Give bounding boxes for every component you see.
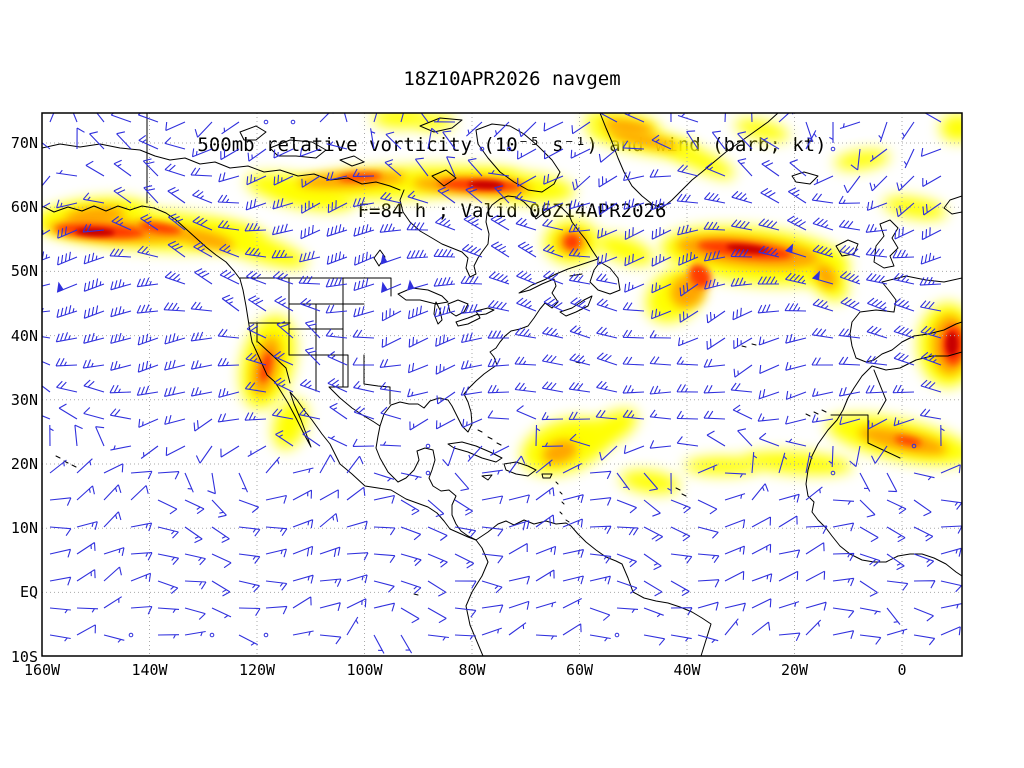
- lat-label-50N: 50N: [10, 262, 38, 281]
- coastline-caribbean-islands: [447, 441, 553, 481]
- lat-label-40N: 40N: [10, 326, 38, 345]
- lat-label-60N: 60N: [10, 198, 38, 217]
- coastline-newfoundland: [559, 261, 621, 317]
- map-frame: [41, 112, 963, 657]
- lon-label-0: 0: [897, 661, 907, 679]
- africa-borders: [830, 369, 901, 459]
- lon-label-60W: 60W: [565, 661, 594, 679]
- us-state-borders: [239, 277, 392, 427]
- lat-label-EQ: EQ: [19, 583, 38, 602]
- lon-label-120W: 120W: [238, 661, 276, 679]
- small-islands: [55, 343, 827, 596]
- lon-label-100W: 100W: [346, 661, 383, 679]
- coastline-greenland: [599, 113, 779, 209]
- coastline-south-america: [475, 519, 712, 656]
- coastline-gulf-atlantic: [375, 189, 599, 483]
- lon-label-140W: 140W: [131, 661, 168, 679]
- coastline-pacific: [42, 205, 489, 656]
- arctic-islands: [239, 117, 561, 193]
- lat-label-20N: 20N: [10, 455, 38, 473]
- coastline-arctic: [42, 143, 401, 191]
- lon-label-20W: 20W: [780, 661, 809, 679]
- lon-label-40W: 40W: [673, 661, 701, 679]
- wind-barbs: [42, 113, 962, 654]
- coastline-yucatan-caribbean: [397, 447, 477, 541]
- lon-label-80W: 80W: [458, 661, 486, 679]
- lat-label-10S: 10S: [10, 647, 38, 666]
- great-lakes: [373, 249, 495, 327]
- title-line-1: 18Z10APR2026 navgem: [403, 68, 621, 90]
- vorticity-shading: [42, 113, 962, 494]
- lat-label-30N: 30N: [10, 390, 38, 409]
- lon-label-160W: 160W: [23, 661, 61, 679]
- coastline-iceland: [791, 171, 819, 185]
- lat-label-70N: 70N: [10, 134, 38, 152]
- lat-label-10N: 10N: [10, 519, 38, 538]
